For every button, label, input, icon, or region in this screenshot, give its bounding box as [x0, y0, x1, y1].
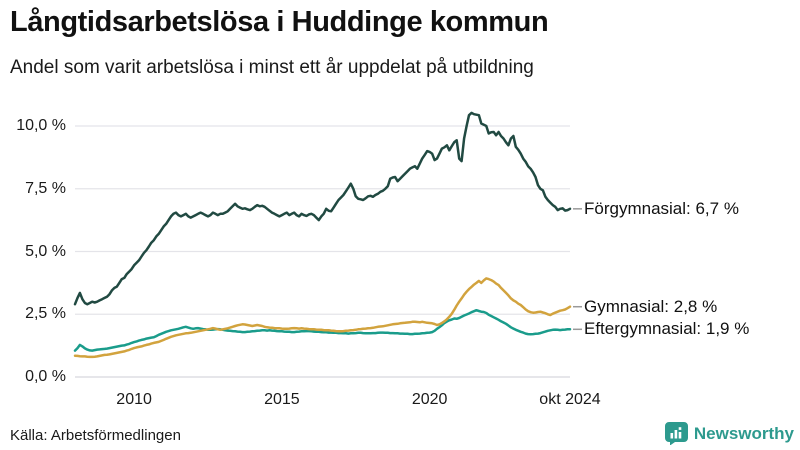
brand: Newsworthy: [664, 422, 794, 445]
y-axis-tick: 10,0 %: [16, 117, 66, 134]
x-axis-tick: okt 2024: [539, 391, 601, 408]
y-axis-tick: 2,5 %: [25, 305, 66, 323]
x-axis-tick: 2015: [264, 391, 300, 408]
series-end-label-eftergymnasial: Eftergymnasial: 1,9 %: [584, 319, 750, 339]
y-axis-tick: 0,0 %: [25, 368, 66, 385]
y-axis-tick: 5,0 %: [25, 242, 66, 260]
page-title: Långtidsarbetslösa i Huddinge kommun: [10, 6, 549, 38]
y-axis-tick: 7,5 %: [25, 179, 66, 197]
x-axis-tick: 2010: [116, 391, 152, 408]
x-axis-tick: 2020: [411, 391, 448, 408]
chart-subtitle: Andel som varit arbetslösa i minst ett å…: [10, 57, 534, 78]
series-end-label-gymnasial: Gymnasial: 2,8 %: [584, 296, 718, 316]
brand-name: Newsworthy: [693, 423, 794, 443]
source-note: Källa: Arbetsförmedlingen: [10, 427, 181, 444]
series-end-label-forgymnasial: Förgymnasial: 6,7 %: [584, 198, 739, 218]
newsworthy-logo-icon: [664, 422, 688, 445]
